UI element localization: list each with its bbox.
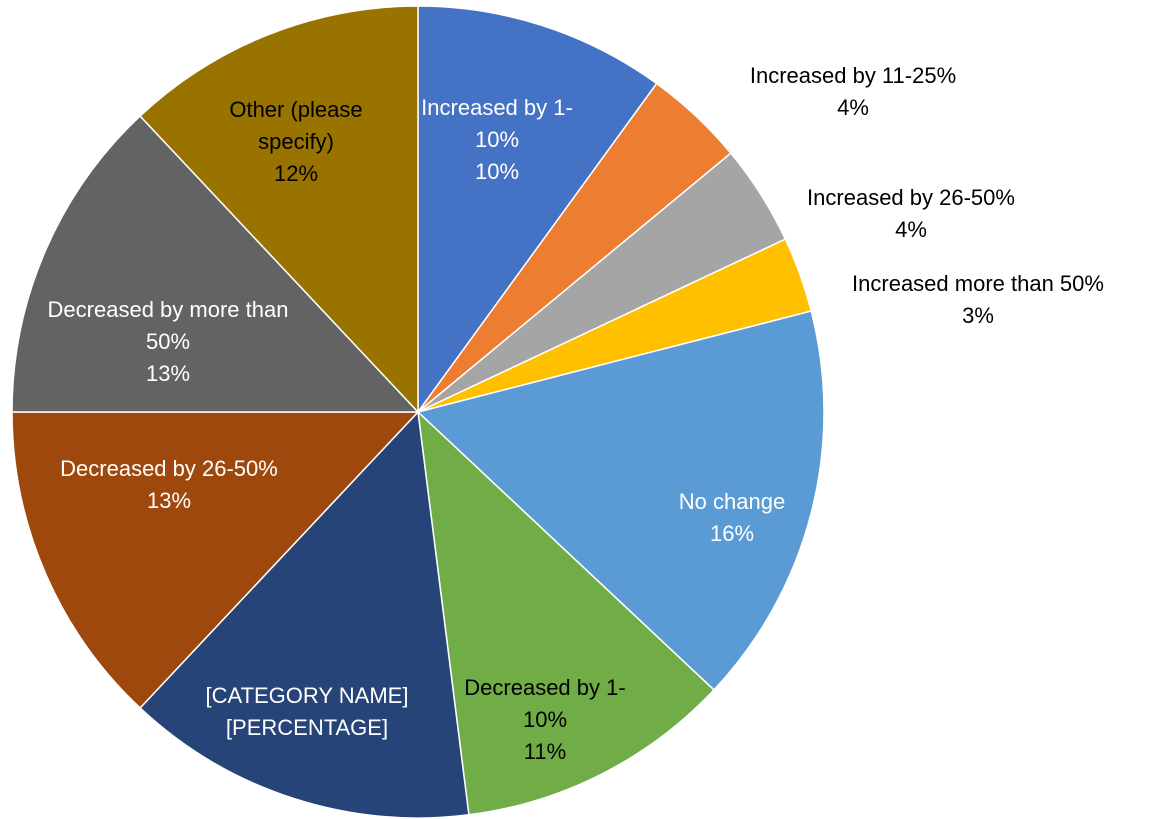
- category-name: Increased by 1-10%: [421, 95, 573, 152]
- pie-slice: [139, 410, 470, 819]
- pie-slice: [11, 114, 420, 413]
- value-label: 10%: [474, 159, 520, 184]
- value-label: [PERCENTAGE]: [225, 715, 389, 740]
- value-label: 3%: [962, 303, 994, 328]
- value-label: 16%: [709, 521, 755, 546]
- pie-slice: [139, 5, 419, 414]
- slice-label: Increased by 11-25% 4%: [653, 60, 1053, 124]
- value-label: 13%: [146, 488, 192, 513]
- slice-label: [CATEGORY NAME] [PERCENTAGE]: [157, 680, 457, 744]
- slice-label: Decreased by more than 50% 13%: [33, 294, 303, 390]
- category-name: Decreased by 26-50%: [60, 456, 278, 481]
- slice-label: Increased more than 50% 3%: [778, 268, 1150, 332]
- category-name: Other (please specify): [229, 97, 363, 154]
- slice-label: Decreased by 26-50% 13%: [9, 453, 329, 517]
- category-name: [CATEGORY NAME]: [205, 683, 409, 708]
- slice-label: Other (please specify) 12%: [211, 94, 381, 190]
- value-label: 4%: [895, 217, 927, 242]
- pie-slice: [417, 5, 658, 415]
- pie-slice: [11, 411, 420, 710]
- value-label: 4%: [837, 95, 869, 120]
- value-label: 12%: [273, 161, 319, 186]
- category-name: No change: [678, 489, 786, 514]
- slice-label: Increased by 26-50% 4%: [711, 182, 1111, 246]
- category-name: Increased more than 50%: [852, 271, 1104, 296]
- pie-slice: [416, 310, 825, 691]
- category-name: Decreased by 1-10%: [464, 675, 626, 732]
- value-label: 11%: [523, 739, 567, 764]
- slice-label: Decreased by 1-10% 11%: [448, 672, 643, 768]
- slice-label: Increased by 1-10% 10%: [410, 92, 585, 188]
- slice-label: No change 16%: [632, 486, 832, 550]
- category-name: Increased by 11-25%: [749, 63, 957, 88]
- value-label: 13%: [145, 361, 191, 386]
- pie-slice: [416, 410, 716, 816]
- category-name: Decreased by more than 50%: [47, 297, 289, 354]
- category-name: Increased by 26-50%: [807, 185, 1015, 210]
